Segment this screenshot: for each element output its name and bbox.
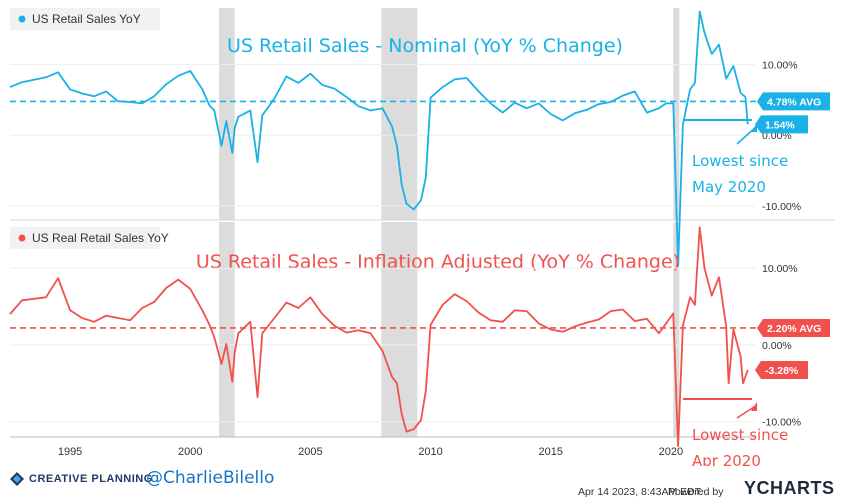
x-tick-label: 2000 [178, 446, 202, 458]
x-tick-label: 2015 [538, 446, 562, 458]
recession-band [381, 8, 418, 220]
x-tick-label: 1995 [58, 446, 82, 458]
recession-band [219, 222, 235, 437]
y-tick-label: 0.00% [762, 340, 792, 352]
brand-logo: CREATIVE PLANNING [10, 472, 153, 486]
recession-shading [219, 8, 680, 437]
legend-label: US Real Retail Sales YoY [32, 231, 169, 245]
recession-band [219, 8, 235, 220]
x-tick-label: 2010 [418, 446, 442, 458]
x-tick-label: 2005 [298, 446, 322, 458]
legend: US Real Retail Sales YoY [10, 227, 169, 249]
x-tick-label: 2020 [659, 446, 683, 458]
legend-swatch-icon [18, 15, 26, 23]
real-panel: US Real Retail Sales YoY US Retail Sales … [9, 226, 830, 466]
creative-planning-logo-icon [10, 472, 24, 486]
latest-badge-label: -3.28% [765, 365, 799, 377]
legend-box [10, 8, 160, 30]
annotation-line-1: Lowest since [692, 426, 788, 444]
series-line [9, 226, 749, 448]
chart-canvas: US Retail Sales YoY US Retail Sales - Nom… [9, 8, 835, 466]
x-axis-ticks: 1995 2000 2005 2010 2015 2020 [58, 446, 683, 458]
footer: CREATIVE PLANNING @CharlieBilello Apr 14… [0, 466, 845, 503]
legend-label: US Retail Sales YoY [32, 12, 141, 26]
latest-badge [755, 115, 808, 134]
y-tick-label: -10.00% [762, 201, 801, 213]
chart-title: US Retail Sales - Inflation Adjusted (Yo… [196, 251, 680, 273]
annotation-line-1: Lowest since [692, 152, 788, 170]
brand-name: CREATIVE PLANNING [29, 473, 153, 485]
recession-band [673, 222, 680, 437]
nominal-panel: US Retail Sales YoY US Retail Sales - Nom… [9, 8, 830, 267]
latest-badge [755, 361, 808, 380]
recession-band [673, 8, 680, 220]
average-badge [757, 318, 830, 337]
legend-swatch-icon [18, 234, 26, 242]
average-badge-label: 2.20% AVG [767, 323, 821, 335]
annotation-line-2: Apr 2020 [692, 452, 761, 466]
annotation-line-2: May 2020 [692, 178, 766, 196]
twitter-handle: @CharlieBilello [146, 468, 275, 488]
powered-by-label: Powered by [668, 486, 724, 498]
y-tick-label: 10.00% [762, 60, 798, 72]
arrow-head-icon [751, 402, 757, 411]
chart-title: US Retail Sales - Nominal (YoY % Change) [227, 35, 623, 57]
series-line [9, 10, 749, 267]
latest-badge-label: 1.54% [765, 119, 795, 131]
ycharts-logo: YCHARTS [744, 478, 835, 498]
y-tick-label: -10.00% [762, 417, 801, 429]
legend: US Retail Sales YoY [10, 8, 160, 30]
timestamp: Apr 14 2023, 8:43AM EDT. [578, 486, 703, 498]
y-tick-label: 10.00% [762, 263, 798, 275]
average-badge-label: 4.78% AVG [767, 96, 821, 108]
arrow-head-icon [751, 123, 757, 132]
legend-box [10, 227, 160, 249]
average-badge [757, 92, 830, 111]
